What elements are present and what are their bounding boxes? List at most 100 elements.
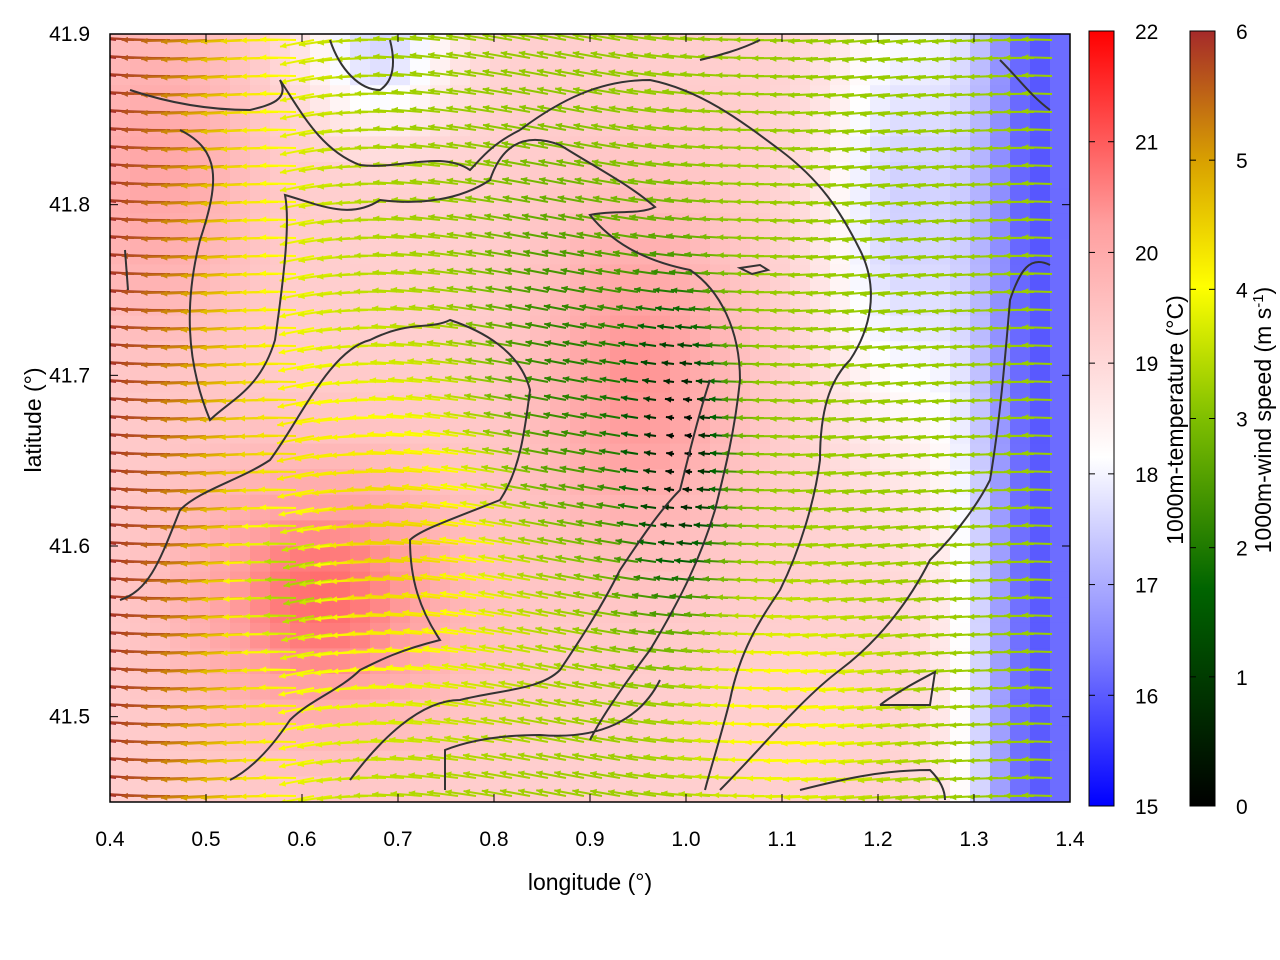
wind-arrow-head: [630, 610, 638, 617]
wind-arrow-head: [770, 163, 777, 170]
temperature-cell: [810, 571, 831, 598]
wind-arrow-head: [572, 698, 579, 705]
wind-arrow-head: [372, 251, 380, 258]
temperature-cell: [250, 59, 271, 86]
wind-arrow-head: [160, 290, 168, 297]
wind-arrow-head: [279, 42, 287, 49]
wind-arrow-head: [84, 393, 91, 399]
wind-arrow-head: [806, 398, 813, 405]
wind-arrow-head: [698, 143, 705, 150]
temperature-cell: [550, 418, 571, 445]
wind-arrow-head: [735, 324, 742, 331]
wind-arrow-head: [590, 34, 598, 39]
wind-arrow-head: [390, 268, 398, 275]
wind-arrow-head: [665, 468, 673, 475]
wind-arrow-head: [460, 644, 467, 651]
wind-arrow-head: [278, 510, 286, 517]
wind-arrow-head: [698, 414, 705, 421]
temperature-cell: [110, 443, 131, 470]
temperature-cell: [410, 290, 431, 317]
wind-arrow-head: [102, 593, 108, 599]
temperature-cell: [190, 418, 211, 445]
temperature-cell: [610, 494, 631, 521]
temperature-cell: [250, 213, 271, 240]
wind-arrow-head: [752, 199, 759, 206]
wind-arrow-head: [367, 431, 374, 438]
temperature-cell: [270, 366, 291, 393]
wind-arrow-head: [752, 109, 759, 116]
wind-arrow-head: [700, 233, 707, 240]
wind-arrow-head: [240, 235, 247, 242]
temperature-cell: [930, 366, 951, 393]
wind-arrow-head: [720, 504, 728, 511]
temperature-cell: [130, 366, 151, 393]
wind-arrow-head: [535, 644, 543, 651]
wind-arrow-head: [264, 594, 272, 601]
wind-arrow-head: [83, 519, 90, 525]
wind-arrow-head: [627, 141, 634, 148]
temperature-cell: [350, 699, 371, 726]
wind-arrow-head: [662, 124, 670, 131]
wind-arrow-head: [459, 608, 466, 615]
temperature-cell: [150, 392, 171, 419]
wind-arrow-head: [278, 744, 286, 751]
wind-arrow-head: [390, 286, 398, 293]
wind-arrow-head: [84, 231, 91, 237]
wind-arrow-head: [199, 470, 207, 477]
wind-arrow-head: [540, 213, 548, 220]
temperature-cell: [830, 34, 851, 61]
wind-arrow-head: [257, 450, 264, 457]
wind-arrow-head: [349, 432, 356, 439]
wind-arrow: [110, 272, 117, 275]
wind-arrow-head: [333, 722, 340, 729]
temperature-cell: [990, 725, 1011, 752]
temperature-cell: [870, 238, 891, 265]
wind-arrow-head: [561, 285, 569, 292]
temperature-cell: [970, 418, 991, 445]
wind-arrow-head: [788, 308, 795, 315]
wind-arrow-head: [498, 698, 506, 705]
wind-arrow-head: [543, 285, 550, 292]
temperature-cell: [890, 34, 911, 61]
temperature-cell: [290, 546, 311, 573]
wind-arrow-head: [524, 285, 532, 292]
wind-arrow: [347, 578, 387, 581]
wind-arrow-head: [788, 362, 795, 369]
wind-arrow-head: [222, 560, 230, 567]
wind-arrow-head: [683, 611, 691, 618]
wind-arrow-head: [662, 88, 669, 95]
wind-arrow-head: [257, 468, 265, 475]
temperature-cell: [350, 238, 371, 265]
wind-arrow-head: [824, 218, 831, 225]
temperature-cell: [410, 59, 431, 86]
wind-arrow-head: [329, 524, 336, 531]
wind-arrow-head: [382, 574, 390, 581]
wind-arrow-head: [523, 267, 531, 274]
wind-arrow-head: [220, 722, 227, 729]
temperature-cell: [750, 648, 771, 675]
temperature-cell: [330, 85, 351, 112]
wind-arrow-head: [735, 522, 742, 529]
wind-arrow-head: [615, 538, 623, 545]
wind-arrow-head: [121, 180, 128, 187]
temperature-cell: [510, 622, 531, 649]
temperature-cell: [150, 622, 171, 649]
wind-arrow-head: [782, 650, 790, 657]
temperature-cell: [190, 674, 211, 701]
wind-arrow-head: [420, 591, 428, 598]
wind-arrow-head: [770, 343, 777, 350]
temperature-cell: [170, 520, 191, 547]
wind-arrow-head: [504, 249, 511, 256]
wind-arrow-head: [728, 756, 735, 763]
temperature-cell: [1030, 418, 1051, 445]
wind-arrow-head: [141, 343, 148, 351]
wind-arrow-head: [364, 574, 372, 582]
wind-arrow-head: [806, 146, 813, 153]
wind-arrow-head: [405, 394, 413, 401]
wind-arrow-head: [121, 576, 128, 583]
temperature-cell: [890, 699, 911, 726]
temperature-cell: [970, 162, 991, 189]
wind-arrow-head: [329, 506, 336, 513]
temperature-cell: [870, 59, 891, 86]
wind-arrow-head: [403, 447, 411, 454]
